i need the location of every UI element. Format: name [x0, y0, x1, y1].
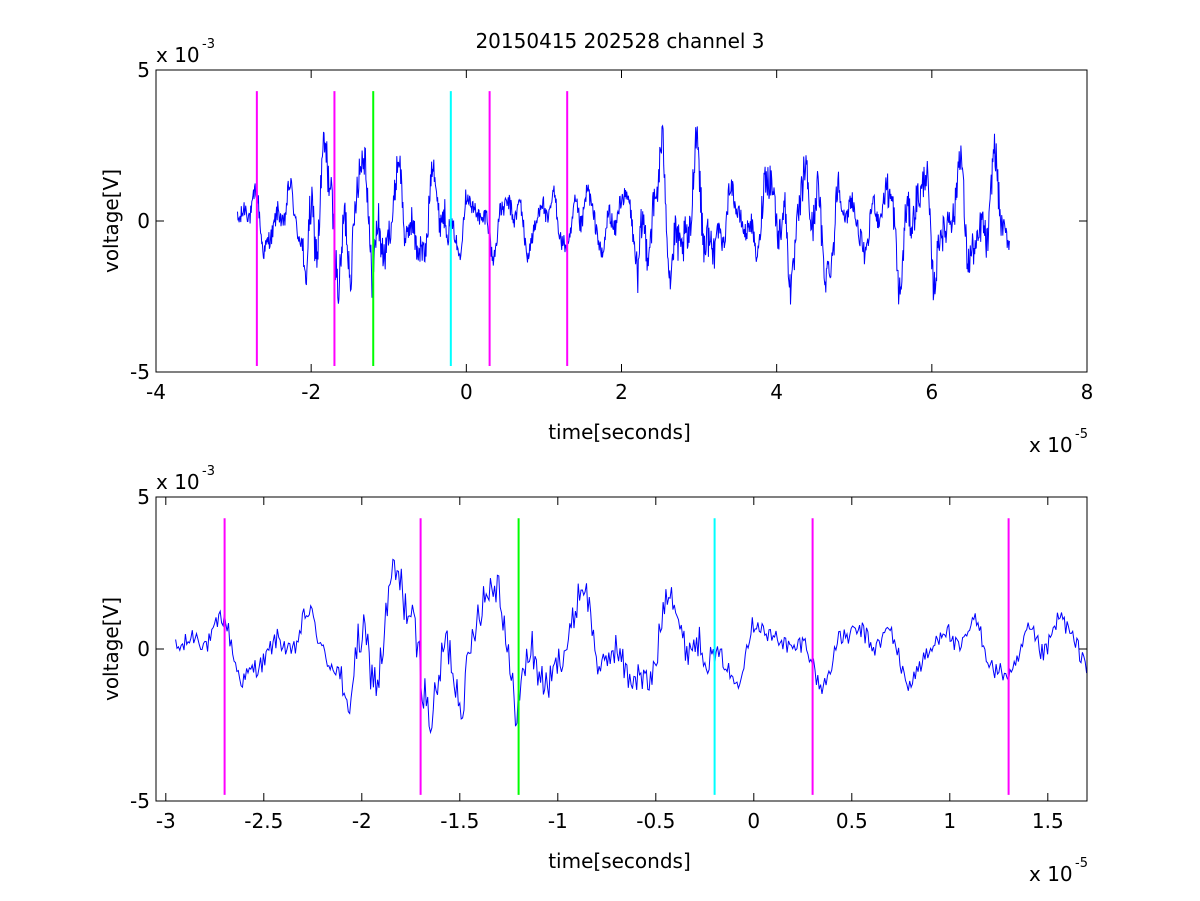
y-tick-label: 0 — [137, 209, 150, 233]
x-tick-label: -3 — [156, 809, 176, 833]
x-tick-label: -1 — [548, 809, 568, 833]
x-tick-label: -0.5 — [636, 809, 675, 833]
y-tick-label: 5 — [137, 58, 150, 82]
y-tick-label: -5 — [130, 360, 150, 384]
x-axis-label: time[seconds] — [548, 420, 691, 444]
y-tick-label: 0 — [137, 637, 150, 661]
y-tick-label: 5 — [137, 485, 150, 509]
y-tick-label: -5 — [130, 789, 150, 813]
x-tick-label: 1 — [943, 809, 956, 833]
x-tick-label: 0.5 — [836, 809, 868, 833]
figure-title: 20150415 202528 channel 3 — [475, 29, 764, 53]
y-exponent-multiplier: x 10 — [156, 43, 200, 67]
y-axis-label: voltage[V] — [99, 597, 123, 701]
x-tick-label: 0 — [460, 380, 473, 404]
x-tick-label: 4 — [770, 380, 783, 404]
x-tick-label: 1.5 — [1032, 809, 1064, 833]
x-axis-label: time[seconds] — [548, 849, 691, 873]
y-exponent-multiplier: x 10 — [156, 470, 200, 494]
x-exponent-power: -5 — [1075, 427, 1088, 442]
x-tick-label: -2.5 — [244, 809, 283, 833]
signal-line — [237, 124, 1010, 305]
x-tick-label: -4 — [146, 380, 166, 404]
x-tick-label: 2 — [615, 380, 628, 404]
subplot-top: -4 -2 0 2 4 6 8 -5 0 5 time[seconds] voltage[V] x 10… — [99, 37, 1093, 457]
signal-line — [175, 558, 1088, 735]
subplot-bottom: -3 -2.5 -2 -1.5 -1 -0.5 0 0.5 1 1.5 -5 0 5 time[secon… — [99, 464, 1088, 886]
y-axis-label: voltage[V] — [99, 169, 123, 273]
y-exponent-power: -3 — [202, 464, 215, 479]
x-tick-label: -2 — [352, 809, 372, 833]
x-tick-label: 0 — [747, 809, 760, 833]
x-exponent-multiplier: x 10 — [1029, 433, 1073, 457]
y-exponent-power: -3 — [202, 37, 215, 52]
x-exponent-power: -5 — [1075, 856, 1088, 871]
x-tick-label: -1.5 — [440, 809, 479, 833]
x-tick-label: 6 — [925, 380, 938, 404]
x-tick-label: -2 — [301, 380, 321, 404]
x-exponent-multiplier: x 10 — [1029, 862, 1073, 886]
x-tick-label: 8 — [1081, 380, 1094, 404]
